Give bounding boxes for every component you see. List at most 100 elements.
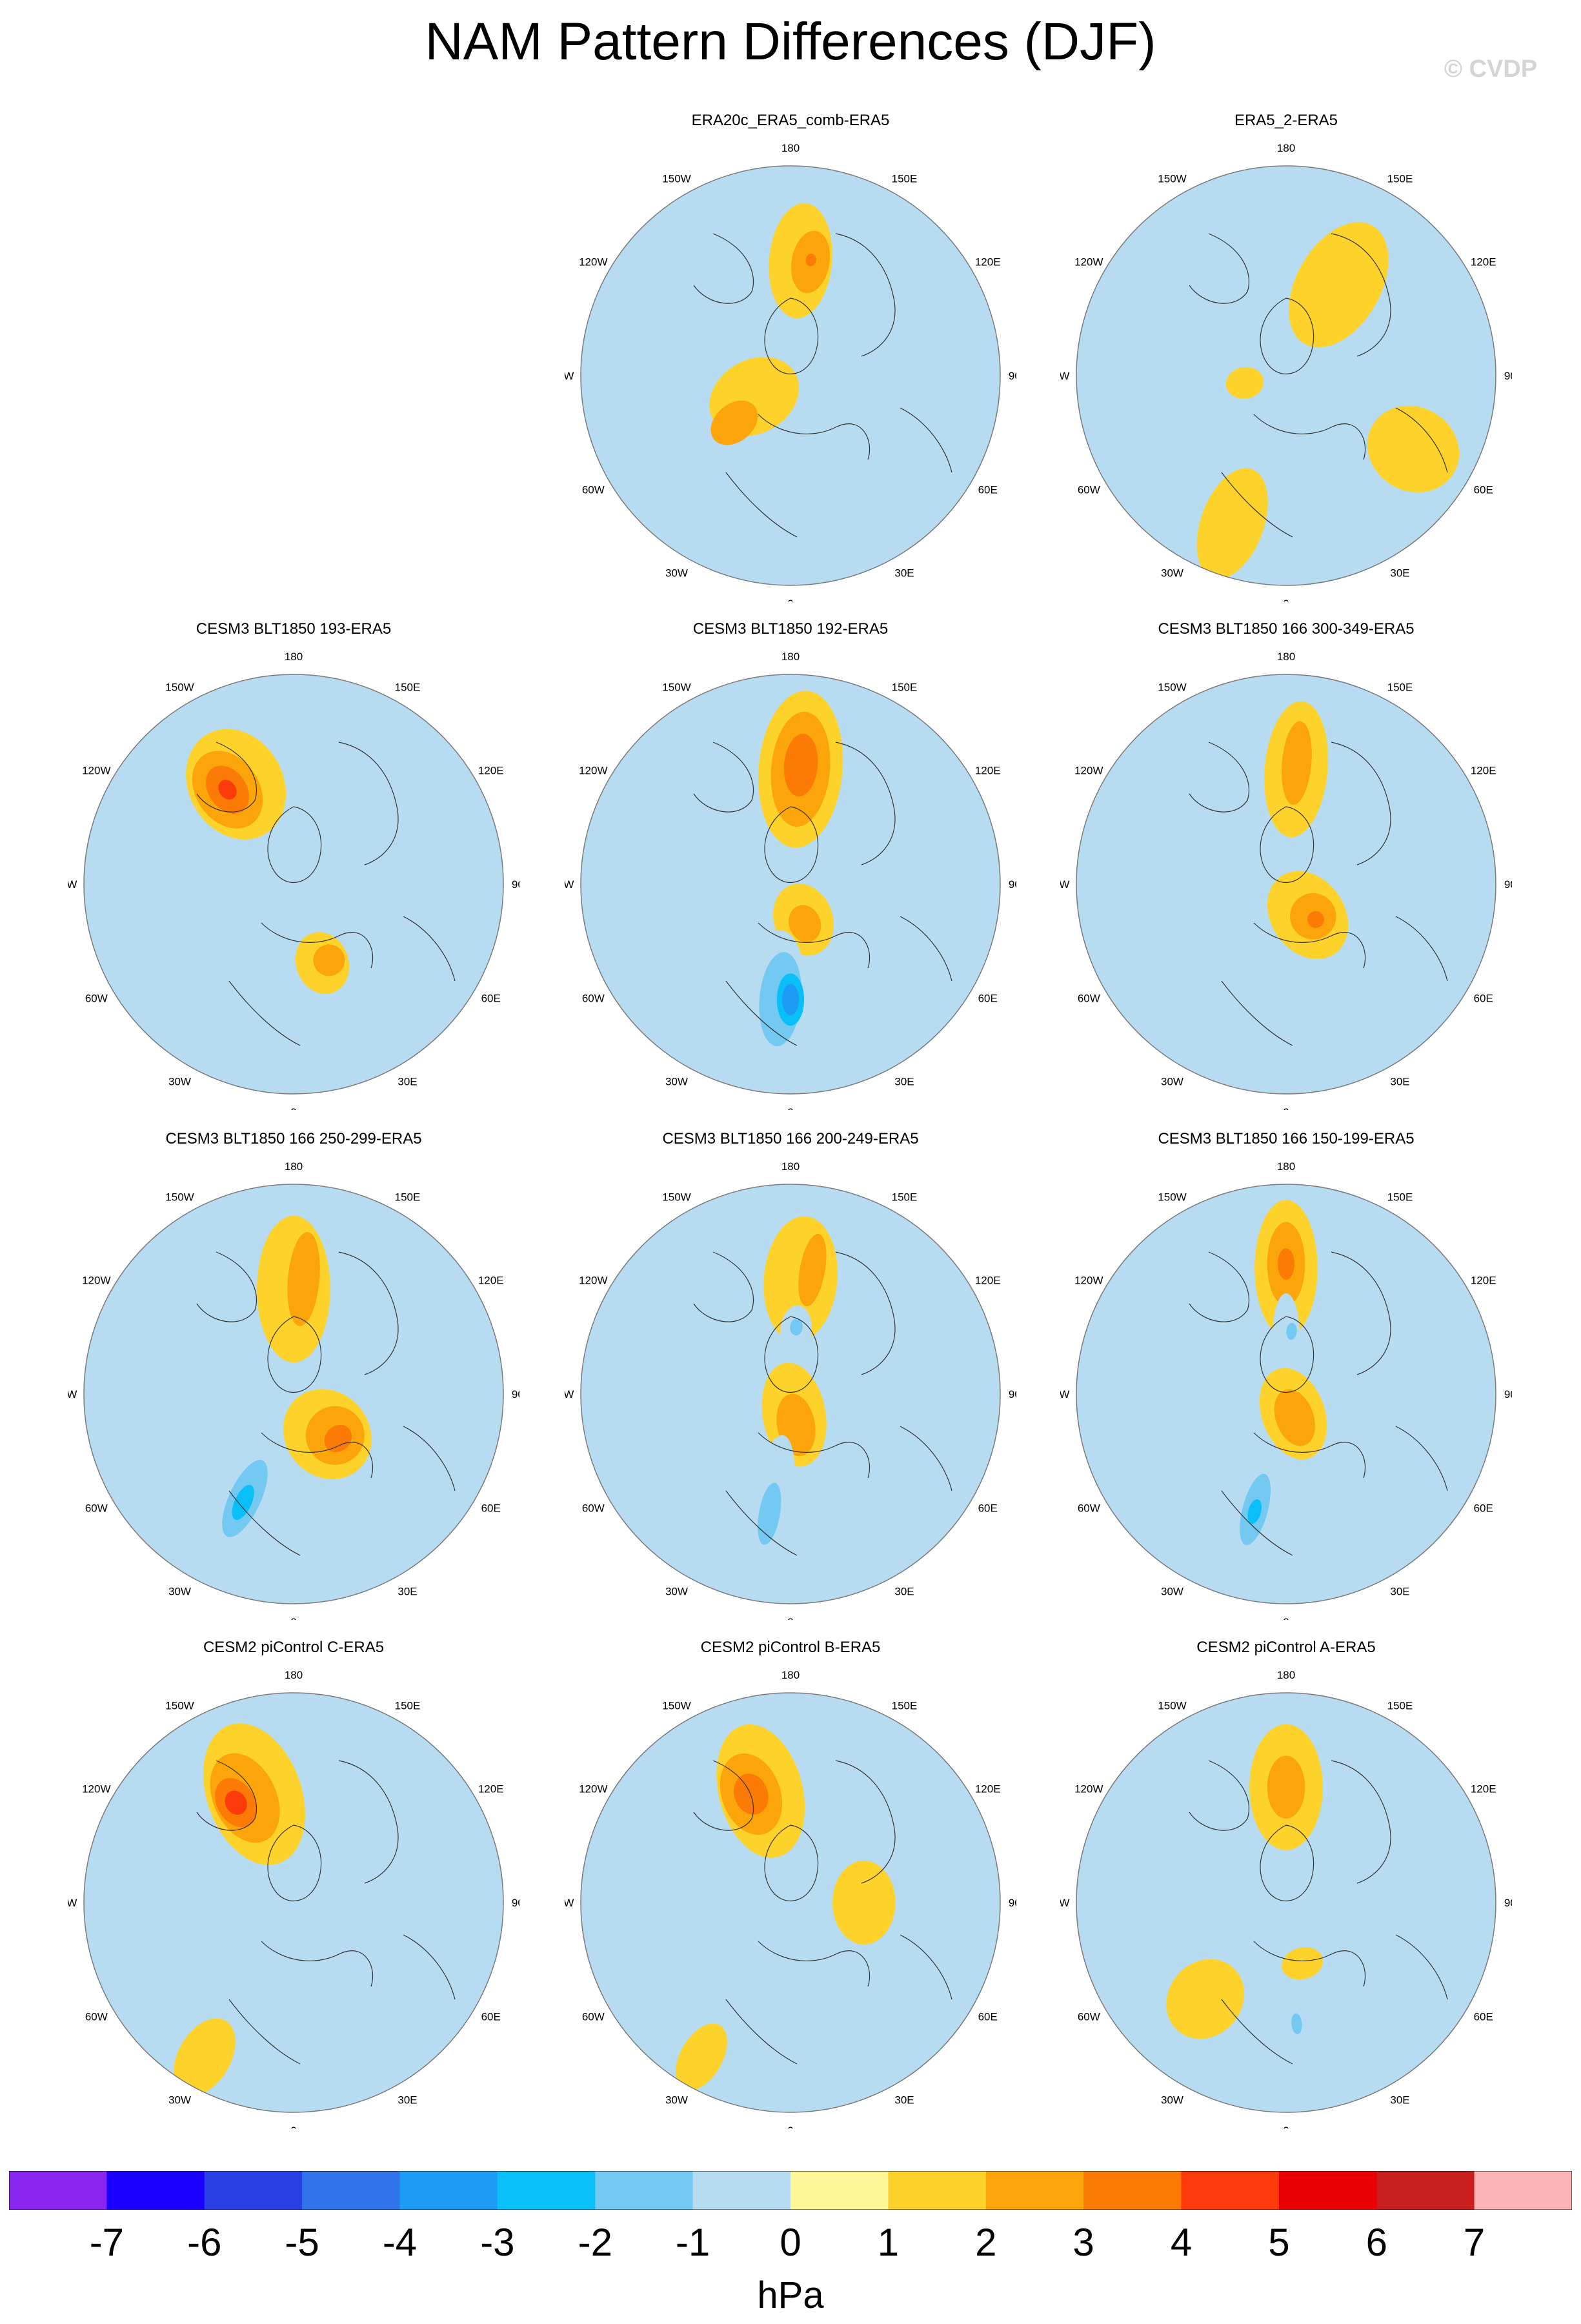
coastline (267, 1316, 322, 1393)
map-boundary (1076, 1184, 1496, 1604)
longitude-label: 0 (1283, 1106, 1289, 1110)
longitude-label: 120E (975, 256, 1001, 268)
longitude-label: 30E (398, 1076, 417, 1088)
longitude-label: 150W (662, 1191, 690, 1203)
longitude-label: 150E (1387, 172, 1413, 185)
map-boundary (83, 1692, 504, 2113)
coastline (1189, 233, 1250, 304)
longitude-label: 90E (1009, 878, 1016, 891)
longitude-label: 120W (579, 765, 607, 777)
longitude-label: 60W (85, 2011, 108, 2023)
polar-map: 180 150E 120E 90E 60E 30E 0 30W 60W 90W 120W 150W (565, 1160, 1016, 1620)
coastline (725, 472, 798, 538)
anomaly-contour (296, 1906, 319, 1931)
coastline (196, 742, 257, 813)
colorbar-swatch (204, 2171, 303, 2210)
watermark: © CVDP (1444, 56, 1538, 83)
colorbar-tick-label: -7 (89, 2221, 125, 2264)
longitude-label: 150E (892, 1699, 918, 1712)
coastline (835, 742, 896, 865)
longitude-label: 60W (1078, 2011, 1100, 2023)
coastline (1395, 1934, 1448, 2000)
polar-map: 180 150E 120E 90E 60E 30E 0 30W 60W 90W 120W 150W (565, 651, 1016, 1110)
coastline (261, 922, 374, 969)
longitude-label: 60W (1078, 1502, 1100, 1515)
longitude-label: 60W (85, 1502, 108, 1515)
longitude-label: 120E (478, 765, 504, 777)
colorbar-swatch (399, 2171, 498, 2210)
longitude-label: 30W (665, 2094, 688, 2107)
longitude-label: 30E (398, 1586, 417, 1598)
anomaly-contour (313, 944, 345, 976)
map-panel: ERA5_2-ERA5 180 150E 120E 90E 60E 30E 0 30W 60W 90… (1060, 111, 1512, 608)
longitude-label: 90E (1504, 370, 1512, 382)
anomaly-contour (174, 2018, 236, 2096)
map-panel: CESM2 piControl C-ERA5 180 150E 120E 90E 60E 3… (68, 1638, 519, 2135)
anomaly-contour (1247, 1499, 1262, 1524)
longitude-label: 60E (1474, 1502, 1493, 1515)
panel-title: CESM3 BLT1850 192-ERA5 (692, 620, 889, 638)
coastline (267, 1824, 322, 1901)
longitude-label: 60E (481, 993, 501, 1005)
colorbar-swatch (106, 2171, 205, 2210)
map-boundary (83, 1184, 504, 1604)
longitude-label: 150E (395, 681, 421, 693)
main-title: NAM Pattern Differences (DJF) (425, 12, 1156, 71)
longitude-label: 150W (165, 1699, 194, 1712)
anomaly-contour (1242, 965, 1271, 1027)
coastline (1189, 1760, 1250, 1831)
anomaly-contour (1166, 1959, 1245, 2039)
colorbar-swatch (888, 2171, 987, 2210)
longitude-label: 120W (82, 1275, 110, 1287)
longitude-label: 30W (168, 1076, 191, 1088)
colorbar-tick-label: -1 (675, 2221, 710, 2264)
longitude-label: 60E (1474, 993, 1493, 1005)
map-boundary (1076, 674, 1496, 1095)
longitude-label: 150E (1387, 1699, 1413, 1712)
coastline (693, 742, 754, 813)
longitude-label: 60W (582, 993, 605, 1005)
anomaly-contour (277, 1970, 310, 2023)
coastline (764, 298, 819, 374)
anomaly-contour (1289, 222, 1389, 348)
panel-title: CESM3 BLT1850 166 300-349-ERA5 (1158, 620, 1415, 638)
longitude-label: 30E (894, 1076, 914, 1088)
panel-title: CESM3 BLT1850 193-ERA5 (196, 620, 392, 638)
coastline (1260, 1316, 1314, 1393)
colorbar-swatch (790, 2171, 889, 2210)
panel-title: CESM2 piControl B-ERA5 (700, 1639, 881, 1656)
longitude-label: 150W (662, 172, 690, 185)
longitude-label: 180 (285, 1160, 303, 1173)
longitude-label: 0 (290, 2125, 296, 2128)
longitude-label: 0 (1283, 598, 1289, 601)
map-panel: CESM3 BLT1850 192-ERA5 180 150E 120E 90E 60E 3… (565, 620, 1016, 1117)
longitude-label: 150W (662, 1699, 690, 1712)
longitude-label: 150W (1158, 681, 1186, 693)
coastline (261, 1432, 374, 1479)
coastline (758, 922, 871, 969)
longitude-label: 120W (82, 765, 110, 777)
coastline (725, 1999, 798, 2065)
longitude-label: 90E (1504, 1388, 1512, 1400)
colorbar-swatch (1474, 2171, 1572, 2210)
coastline (758, 1941, 871, 1987)
longitude-label: 180 (1277, 1669, 1295, 1681)
anomaly-contour (675, 2023, 727, 2091)
longitude-label: 150W (165, 1191, 194, 1203)
polar-map: 180 150E 120E 90E 60E 30E 0 30W 60W 90W 120W 150W (68, 1160, 519, 1620)
colorbar-tick-label: 1 (877, 2221, 900, 2264)
anomaly-contour (805, 254, 816, 267)
coastline (764, 1316, 819, 1393)
coastline (693, 1251, 754, 1322)
longitude-label: 30W (1161, 567, 1183, 580)
longitude-label: 30W (1161, 1586, 1183, 1598)
coastline (1331, 233, 1391, 357)
longitude-label: 30W (1161, 2094, 1183, 2107)
longitude-label: 0 (290, 1616, 296, 1620)
map-boundary (580, 674, 1001, 1095)
coastline (764, 1824, 819, 1901)
longitude-label: 150W (662, 681, 690, 693)
map-panel: ERA20c_ERA5_comb-ERA5 180 150E 120E 90E 60E 30… (565, 111, 1016, 608)
colorbar-tick-label: -2 (578, 2221, 612, 2264)
anomaly-contour (1307, 911, 1324, 928)
